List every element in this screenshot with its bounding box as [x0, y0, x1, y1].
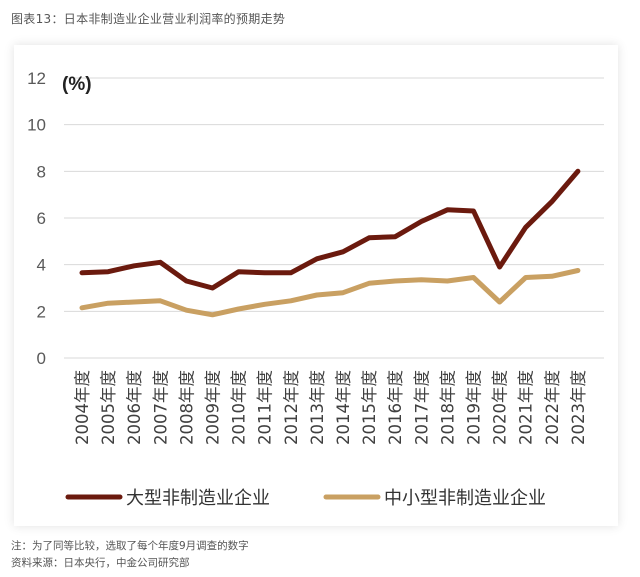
- line-chart: 0 2 4 6 8 10 12 (%) 2004年度 2005年度 2006年度 2007年度 2008…: [27, 69, 604, 509]
- series-line-large-firms: [79, 168, 581, 291]
- x-tick-label: 2009年度: [204, 370, 223, 445]
- series-line-sme-firms: [79, 268, 581, 318]
- source-note: 资料来源：日本央行，中金公司研究部: [11, 557, 190, 569]
- x-tick-label: 2021年度: [517, 370, 536, 445]
- x-tick-label: 2010年度: [230, 370, 249, 445]
- y-tick-label: 8: [37, 162, 46, 181]
- y-tick-label: 6: [37, 209, 46, 228]
- x-tick-label: 2007年度: [151, 370, 170, 445]
- x-tick-label: 2014年度: [334, 370, 353, 445]
- x-tick-label: 2015年度: [360, 370, 379, 445]
- chart-container: 0 2 4 6 8 10 12 (%) 2004年度 2005年度 2006年度 2007年度 2008…: [14, 45, 618, 526]
- y-tick-label: 10: [27, 116, 46, 135]
- x-tick-label: 2004年度: [73, 370, 92, 445]
- x-tick-label: 2017年度: [412, 370, 431, 445]
- x-tick-label: 2023年度: [569, 370, 588, 445]
- x-tick-label: 2018年度: [438, 370, 457, 445]
- legend-label: 中小型非制造业企业: [384, 488, 546, 509]
- legend-label: 大型非制造业企业: [126, 488, 270, 509]
- y-tick-label: 2: [37, 302, 46, 321]
- y-unit-label: (%): [62, 74, 92, 95]
- x-tick-label: 2016年度: [386, 370, 405, 445]
- x-tick-label: 2020年度: [491, 370, 510, 445]
- figure-title: 图表13：日本非制造业企业营业利润率的预期走势: [11, 12, 286, 26]
- x-tick-label: 2013年度: [308, 370, 327, 445]
- y-tick-label: 4: [37, 256, 46, 275]
- y-tick-label: 12: [27, 69, 46, 88]
- x-tick-label: 2022年度: [543, 370, 562, 445]
- y-tick-label: 0: [37, 349, 46, 368]
- x-tick-label: 2008年度: [177, 370, 196, 445]
- footnote: 注：为了同等比较，选取了每个年度9月调查的数字: [11, 540, 249, 552]
- x-tick-label: 2005年度: [99, 370, 118, 445]
- x-tick-label: 2011年度: [256, 370, 275, 445]
- x-tick-label: 2019年度: [465, 370, 484, 445]
- x-tick-label: 2012年度: [282, 370, 301, 445]
- x-tick-label: 2006年度: [125, 370, 144, 445]
